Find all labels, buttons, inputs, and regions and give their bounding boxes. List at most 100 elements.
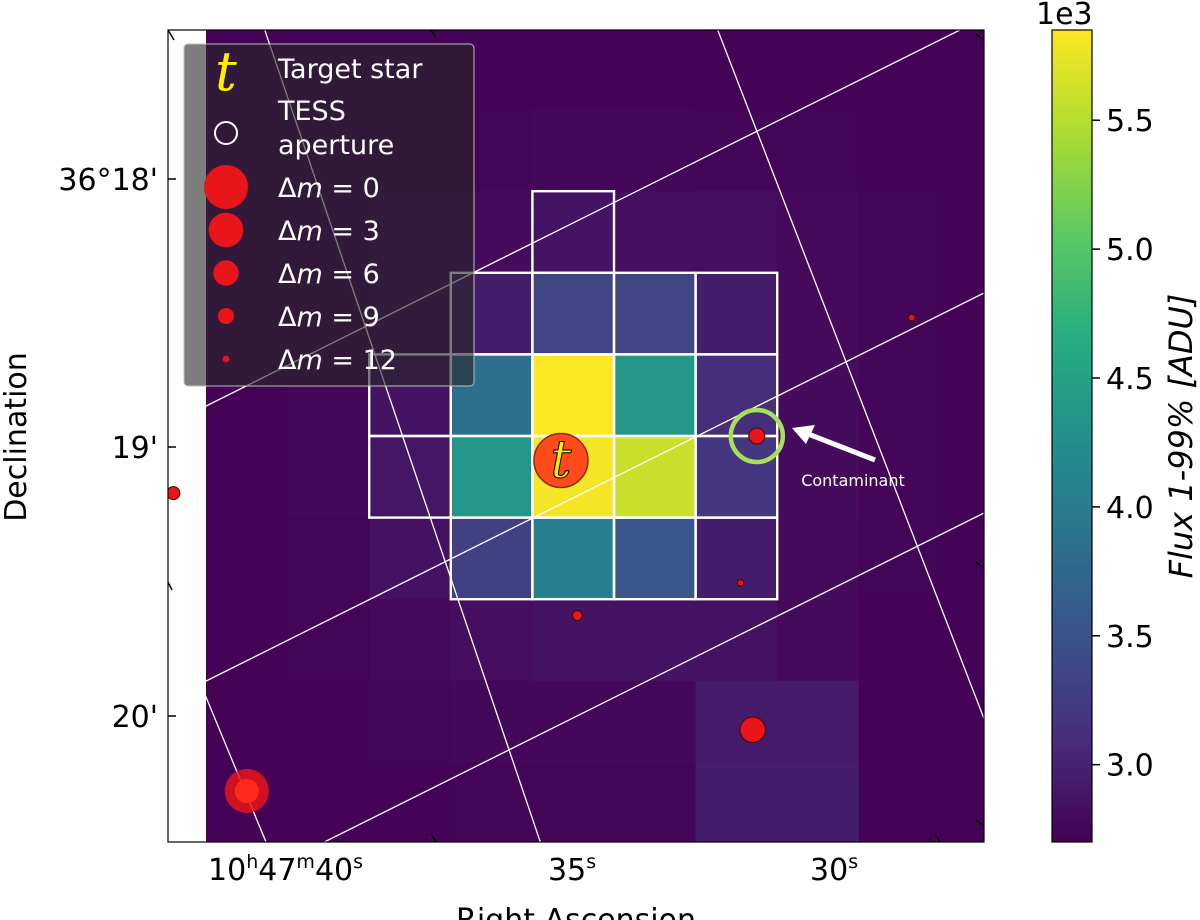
heatmap-cell-r1-c4 (532, 109, 615, 192)
heatmap-cell-r8-c0 (206, 680, 289, 763)
star-marker-4 (739, 716, 766, 743)
target-star-marker: t (533, 430, 589, 491)
y-tick-label-20: 20' (112, 700, 158, 735)
heatmap-cell-r5-c9 (940, 436, 984, 519)
colorbar-label: Flux 1-99% [ADU] (1162, 294, 1200, 579)
heatmap-cell-r8-c2 (369, 680, 452, 763)
heatmap-cell-r9-c5 (614, 762, 697, 842)
heatmap-cell-r7-c2 (369, 599, 452, 682)
colorbar-tick-label-0: 3.0 (1106, 749, 1154, 784)
y-tick-marks (168, 33, 985, 827)
heatmap-cell-r6-c5 (614, 517, 697, 600)
heatmap-cell-r2-c9 (940, 191, 984, 274)
heatmap-cell-r6-c6 (695, 517, 778, 600)
heatmap-cell-r7-c5 (614, 599, 697, 682)
contaminant-ring (728, 407, 786, 465)
legend-label-aperture-line2: aperture (278, 130, 394, 161)
legend-label-dm0: Δm = 0 (278, 173, 380, 204)
colorbar-tick-label-4: 5.0 (1106, 233, 1154, 268)
heatmap-cell-r0-c4 (532, 30, 615, 111)
heatmap-cell-r9-c9 (940, 762, 984, 842)
heatmap-cell-r1-c7 (777, 109, 860, 192)
contaminant-arrow (792, 425, 876, 463)
heatmap-cell-r5-c1 (287, 436, 370, 519)
heatmap-cell-r3-c4 (532, 272, 615, 355)
heatmap-cell-r3-c7 (777, 272, 860, 355)
heatmap-cell-r2-c6 (695, 191, 778, 274)
colorbar-offset-text: 1e3 (1036, 0, 1093, 32)
star-marker-3 (571, 610, 583, 621)
heatmap-cell-r4-c5 (614, 354, 697, 437)
star-markers (168, 313, 916, 813)
contaminant-label: Contaminant (801, 471, 905, 490)
heatmap-cell-r5-c6 (695, 436, 778, 519)
wcs-grid-lines (168, 30, 984, 842)
heatmap-cell-r7-c3 (450, 599, 533, 682)
heatmap-cell-r5-c8 (858, 436, 941, 519)
heatmap-cell-r9-c2 (369, 762, 452, 842)
heatmap-cell-r7-c1 (287, 599, 370, 682)
colorbar-tick-label-1: 3.5 (1106, 620, 1154, 655)
heatmap-cell-r6-c7 (777, 517, 860, 600)
ra-grid-line-1 (717, 30, 984, 721)
heatmap-cell-r7-c4 (532, 599, 615, 682)
legend-label-dm12: Δm = 12 (278, 345, 397, 376)
heatmap-cell-r8-c8 (858, 680, 941, 763)
heatmap-cell-r4-c7 (777, 354, 860, 437)
heatmap-cell-r7-c8 (858, 599, 941, 682)
colorbar-tick-label-2: 4.0 (1106, 491, 1154, 526)
heatmap-cell-r0-c5 (614, 30, 697, 111)
legend-target-marker: t (215, 40, 237, 103)
heatmap-cell-r7-c9 (940, 599, 984, 682)
heatmap-cell-r8-c7 (777, 680, 860, 763)
heatmap-cell-r3-c8 (858, 272, 941, 355)
heatmap-cell-r4-c6 (695, 354, 778, 437)
star-marker-core-5 (234, 778, 259, 804)
heatmap-cell-r6-c4 (532, 517, 615, 600)
y-tick-label-18: 36°18' (58, 163, 158, 198)
heatmap-cell-r7-c7 (777, 599, 860, 682)
legend-label-dm9: Δm = 9 (278, 302, 380, 333)
dec-grid-line-2 (322, 512, 984, 842)
heatmap-cell-r4-c8 (858, 354, 941, 437)
heatmap-cell-r0-c8 (858, 30, 941, 111)
legend-box (183, 43, 475, 387)
heatmap-cell-r8-c9 (940, 680, 984, 763)
ra-grid-line-2 (169, 609, 267, 842)
heatmap-cell-r0-c6 (695, 30, 778, 111)
colorbar-bar (1051, 29, 1093, 843)
legend-label-target: Target star (277, 54, 423, 85)
dec-grid-line-1 (168, 292, 984, 701)
heatmap-cell-r1-c5 (614, 109, 697, 192)
legend-star-entries: Δm = 0 Δm = 3 Δm = 6 Δm = 9 Δm = 12 (204, 165, 397, 376)
legend-label-aperture: TESS (277, 96, 346, 127)
heatmap-cell-r8-c1 (287, 680, 370, 763)
heatmap-cell-r2-c7 (777, 191, 860, 274)
heatmap-cell-r4-c4 (532, 354, 615, 437)
heatmap-cell-r3-c9 (940, 272, 984, 355)
heatmap-cell-r7-c6 (695, 599, 778, 682)
target-star-letter: t (551, 430, 572, 490)
x-tick-label-30s: 30s (810, 851, 858, 888)
legend-label-dm3: Δm = 3 (278, 216, 380, 247)
heatmap-cell-r8-c6 (695, 680, 778, 763)
colorbar-tick-label-5: 5.5 (1106, 104, 1154, 139)
heatmap-cell-r6-c1 (287, 517, 370, 600)
target-star-circle (533, 432, 589, 489)
heatmap-cell-r1-c6 (695, 109, 778, 192)
star-marker-2 (736, 578, 745, 587)
legend-star-marker-dm3 (208, 212, 244, 248)
heatmap-cell-r5-c3 (450, 436, 533, 519)
heatmap-cell-r5-c0 (206, 436, 289, 519)
aperture-pixel-18 (694, 516, 779, 601)
heatmap-cell-r1-c8 (858, 109, 941, 192)
heatmap-cell-r3-c6 (695, 272, 778, 355)
colorbar-tick-label-3: 4.5 (1106, 362, 1154, 397)
star-marker-0 (748, 427, 766, 445)
heatmap-cell-r5-c5 (614, 436, 697, 519)
heatmap-cell-r3-c5 (614, 272, 697, 355)
x-tick-label-35s: 35s (548, 851, 596, 888)
legend: t Target star TESS aperture Δm = 0 Δm = 3… (183, 40, 475, 387)
y-tick-label-19: 19' (112, 431, 158, 466)
